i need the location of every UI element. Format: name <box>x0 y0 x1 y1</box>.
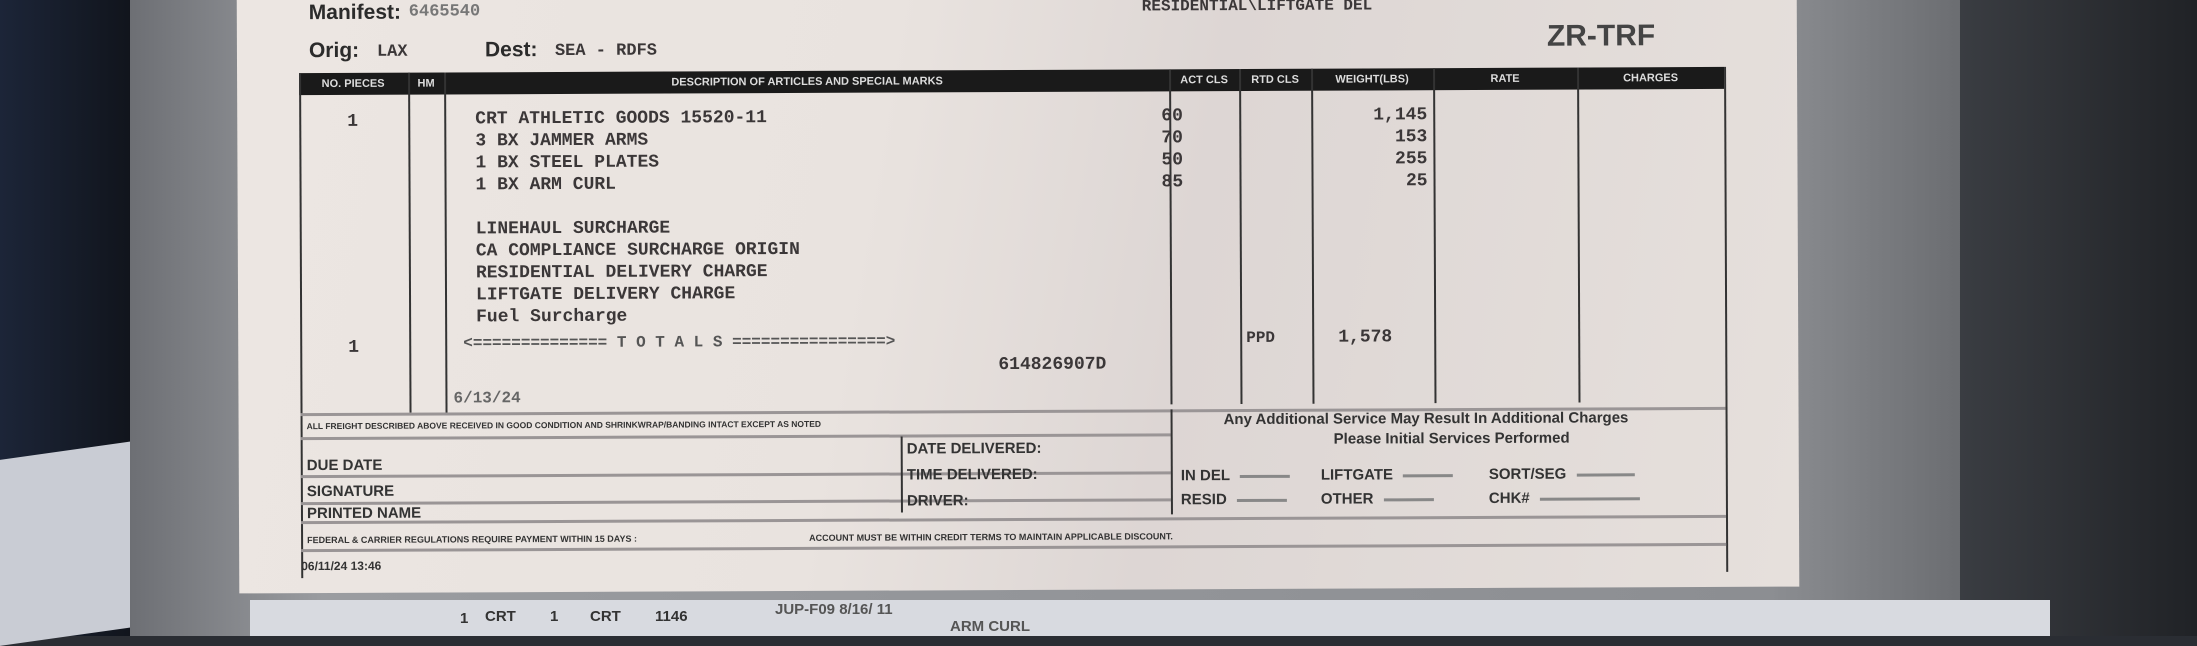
column-header: DESCRIPTION OF ARTICLES AND SPECIAL MARK… <box>671 75 943 89</box>
destination-label: Dest: <box>484 38 538 62</box>
surcharge-list: LINEHAUL SURCHARGE CA COMPLIANCE SURCHAR… <box>476 217 801 328</box>
printed-timestamp: 06/11/24 13:46 <box>301 558 382 574</box>
column-divider <box>1170 409 1173 515</box>
signature-field[interactable]: SIGNATURE <box>306 482 395 501</box>
date-delivered-field[interactable]: DATE DELIVERED: <box>906 439 1042 458</box>
origin-value: LAX <box>376 42 408 62</box>
items-list: CRT ATHLETIC GOODS 15520-11 3 BX JAMMER … <box>475 105 1165 196</box>
service-label: SORT/SEG <box>1488 465 1567 483</box>
divider <box>300 471 1171 479</box>
background-dark-right <box>1960 0 2197 636</box>
service-resid[interactable]: RESID <box>1180 491 1297 509</box>
service-liftgate[interactable]: LIFTGATE <box>1321 466 1463 484</box>
next-sheet: 1 CRT 1 CRT 1146 JUP-F09 8/16/ 11 ARM CU… <box>250 600 2050 636</box>
total-weight: 1,578 <box>1338 327 1393 348</box>
next-sheet-cell: CRT <box>590 608 621 625</box>
column-header: CHARGES <box>1623 72 1679 85</box>
next-sheet-cell: CRT <box>485 608 516 625</box>
table-border <box>1724 66 1729 572</box>
service-other[interactable]: OTHER <box>1321 490 1444 508</box>
next-sheet-cell: 1 <box>550 608 559 625</box>
weight-list: 1,145 153 255 25 <box>1317 104 1427 192</box>
item-description: 1 BX ARM CURL <box>475 174 617 196</box>
service-label: OTHER <box>1320 490 1374 508</box>
item-act-cls: 60 <box>1161 106 1183 127</box>
item-weight: 153 <box>1394 127 1428 148</box>
column-header: HM <box>417 77 435 90</box>
column-header: RATE <box>1490 72 1520 85</box>
column-divider <box>1239 69 1243 405</box>
service-sort-seg[interactable]: SORT/SEG <box>1489 465 1645 483</box>
service-label: RESID <box>1180 491 1227 509</box>
additional-service-notice: Any Additional Service May Result In Add… <box>1223 409 1629 429</box>
item-pieces: 1 <box>347 111 359 132</box>
column-divider <box>444 72 448 413</box>
item-weight: 25 <box>1405 171 1428 192</box>
payment-terms: FEDERAL & CARRIER REGULATIONS REQUIRE PA… <box>307 533 637 546</box>
totals-label: <============== T O T A L S ============… <box>463 332 896 353</box>
act-cls-list: 60 70 50 85 <box>1161 105 1183 193</box>
destination-value: SEA - RDFS <box>554 41 658 62</box>
column-header: NO. PIECES <box>321 77 385 91</box>
item-description: 1 BX STEEL PLATES <box>475 152 660 174</box>
service-in-del[interactable]: IN DEL <box>1180 467 1300 485</box>
column-divider <box>1433 68 1437 404</box>
column-header: RTD CLS <box>1251 73 1299 86</box>
route-code: ZR-TRF <box>1546 19 1656 53</box>
credit-terms: ACCOUNT MUST BE WITHIN CREDIT TERMS TO M… <box>809 531 1173 543</box>
delivery-receipt: Manifest: 6465540 RESIDENTIAL\LIFTGATE D… <box>236 0 1800 594</box>
pro-number: 614826907D <box>998 354 1107 376</box>
column-divider <box>900 436 903 513</box>
column-divider <box>1577 67 1581 403</box>
divider <box>301 542 1727 553</box>
stamped-date: 6/13/24 <box>453 389 521 408</box>
origin-label: Orig: <box>308 38 360 63</box>
surcharge: Fuel Surcharge <box>476 306 628 328</box>
service-label: IN DEL <box>1180 467 1231 485</box>
item-weight: 1,145 <box>1373 105 1428 126</box>
service-check-number[interactable]: CHK# <box>1489 489 1650 507</box>
column-divider <box>408 72 412 413</box>
service-label: LIFTGATE <box>1320 466 1394 484</box>
item-act-cls: 70 <box>1161 128 1183 149</box>
item-act-cls: 85 <box>1161 172 1184 193</box>
next-sheet-cell: 1 <box>460 610 469 627</box>
divider <box>300 498 1171 506</box>
next-sheet-desc: ARM CURL <box>950 618 1030 635</box>
manifest-label: Manifest: <box>308 0 402 25</box>
column-header: ACT CLS <box>1180 74 1228 87</box>
driver-field[interactable]: DRIVER: <box>906 492 969 510</box>
next-sheet-cell: 1146 <box>655 608 688 625</box>
surcharge: LINEHAUL SURCHARGE <box>475 218 671 240</box>
divider <box>301 514 1727 525</box>
service-label: CHK# <box>1488 489 1530 507</box>
freight-notice: ALL FREIGHT DESCRIBED ABOVE RECEIVED IN … <box>306 418 822 432</box>
surcharge: CA COMPLIANCE SURCHARGE ORIGIN <box>475 239 800 262</box>
item-act-cls: 50 <box>1161 150 1184 171</box>
surcharge: LIFTGATE DELIVERY CHARGE <box>475 284 736 306</box>
column-divider <box>1311 68 1315 404</box>
initial-services-notice: Please Initial Services Performed <box>1333 429 1570 448</box>
manifest-number: 6465540 <box>408 2 481 22</box>
item-description: CRT ATHLETIC GOODS 15520-11 <box>475 108 767 130</box>
total-rtd-cls: PPD <box>1246 328 1276 348</box>
next-sheet-desc: JUP-F09 8/16/ 11 <box>775 601 893 618</box>
service-type: RESIDENTIAL\LIFTGATE DEL <box>1141 0 1373 16</box>
total-pieces: 1 <box>348 337 360 358</box>
item-description: 3 BX JAMMER ARMS <box>475 130 649 152</box>
due-date-label: DUE DATE <box>306 456 383 475</box>
column-header: WEIGHT(LBS) <box>1335 73 1409 86</box>
item-weight: 255 <box>1394 149 1428 170</box>
time-delivered-field[interactable]: TIME DELIVERED: <box>906 465 1038 484</box>
surcharge: RESIDENTIAL DELIVERY CHARGE <box>475 262 768 284</box>
background-card <box>0 440 140 646</box>
printed-name-field[interactable]: PRINTED NAME <box>306 504 422 523</box>
